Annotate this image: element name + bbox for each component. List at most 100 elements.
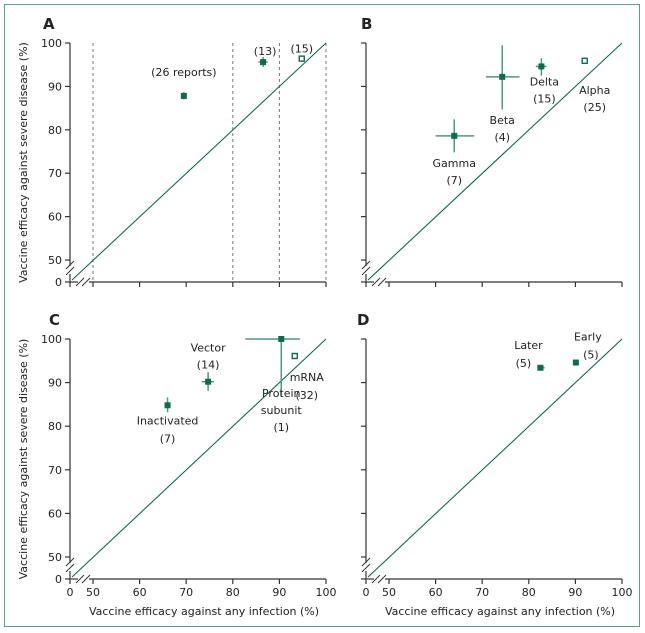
data-point: Early (5) [572, 331, 602, 366]
x-tick-label: 60 [133, 586, 147, 599]
y-tick-label: 0 [55, 276, 62, 289]
point-label: Vector [191, 342, 227, 355]
y-tick-label: 70 [48, 167, 62, 180]
y-tick-label: 70 [48, 464, 62, 477]
point-label: Beta [490, 114, 515, 127]
y-tick-label: 50 [48, 551, 62, 564]
panel-label: D [357, 311, 369, 329]
point-count: (15) [533, 92, 556, 105]
identity-line [71, 42, 327, 281]
x-tick-label: 60 [429, 586, 443, 599]
data-point: Later (5) [514, 339, 545, 371]
panel-b: B Gamma (7) Beta (4) Delta (15) Alpha (25) [361, 15, 623, 287]
marker-open [298, 55, 305, 62]
data-point: (13) [254, 45, 277, 67]
point-count: (1) [273, 421, 289, 434]
panel-label: C [49, 311, 60, 329]
x-axis-title: Vaccine efficacy against any infection (… [385, 605, 615, 618]
data-point: Inactivated (7) [137, 397, 199, 445]
y-axis-title: Vaccine efficacy against severe disease … [17, 42, 30, 283]
point-label: Early [574, 331, 602, 344]
data-point: (15) [290, 43, 313, 62]
y-tick-label: 80 [48, 124, 62, 137]
marker-filled [538, 63, 545, 70]
x-axis-break-mark [75, 574, 85, 584]
x-tick-label: 80 [226, 586, 240, 599]
x-axis-break-mark [81, 277, 91, 287]
point-count: (25) [583, 101, 606, 114]
point-label: (26 reports) [151, 66, 216, 79]
point-label: Later [514, 339, 543, 352]
x-tick-label: 0 [363, 586, 370, 599]
y-axis-break-mark [361, 557, 371, 567]
data-point: Alpha (25) [579, 57, 610, 114]
x-tick-label: 70 [475, 586, 489, 599]
point-count: (5) [516, 357, 532, 370]
y-tick-label: 60 [48, 507, 62, 520]
data-point: Delta (15) [530, 58, 559, 105]
panel-c: C 0 50 60 70 80 90 100 0 50 60 70 80 90 100 Vaccine eff… [17, 311, 337, 618]
y-tick-label: 0 [55, 573, 62, 586]
point-label: (15) [290, 43, 313, 56]
marker-filled [537, 364, 544, 371]
x-tick-label: 0 [67, 586, 74, 599]
point-count: (32) [295, 389, 318, 402]
y-axis-break-mark [361, 563, 371, 573]
point-label: (13) [254, 45, 277, 58]
marker-open [291, 352, 298, 360]
y-axis-break-mark [65, 563, 75, 573]
identity-line [367, 42, 623, 281]
point-count: (4) [494, 131, 510, 144]
figure-frame: A 0 50 60 70 80 90 100 Vaccine efficacy against … [4, 4, 640, 627]
x-tick-label: 100 [612, 586, 633, 599]
y-axis-break-mark [65, 557, 75, 567]
data-point: Gamma (7) [433, 119, 476, 187]
marker-filled [499, 73, 506, 80]
marker-open [581, 57, 588, 64]
y-axis-break-mark [65, 260, 75, 270]
y-tick-label: 50 [48, 254, 62, 267]
point-label: Alpha [579, 84, 610, 97]
marker-filled [205, 378, 212, 385]
y-tick-label: 80 [48, 420, 62, 433]
panel-label: A [43, 15, 55, 33]
x-tick-label: 80 [522, 586, 536, 599]
point-label: Delta [530, 75, 559, 88]
y-tick-label: 90 [48, 377, 62, 390]
point-label: subunit [261, 404, 303, 417]
identity-line [71, 338, 327, 578]
x-tick-label: 50 [86, 586, 100, 599]
x-tick-label: 100 [316, 586, 337, 599]
x-axis-title: Vaccine efficacy against any infection (… [89, 605, 319, 618]
y-tick-label: 100 [41, 37, 62, 50]
x-axis-break-mark [377, 574, 387, 584]
x-axis-break-mark [371, 277, 381, 287]
x-tick-label: 50 [382, 586, 396, 599]
y-tick-label: 90 [48, 80, 62, 93]
data-point: mRNA (32) [290, 352, 325, 402]
x-axis-break-mark [81, 574, 91, 584]
x-axis-break-mark [75, 277, 85, 287]
point-label: Inactivated [137, 414, 199, 427]
point-count: (14) [197, 359, 220, 372]
x-axis-break-mark [371, 574, 381, 584]
y-axis-break-mark [65, 266, 75, 276]
marker-filled [164, 402, 171, 409]
point-label: mRNA [290, 371, 325, 384]
point-label: Gamma [433, 157, 476, 170]
point-label: Protein [262, 387, 301, 400]
data-point: Vector (14) [191, 342, 227, 391]
y-axis-break-mark [361, 260, 371, 270]
y-axis-title: Vaccine efficacy against severe disease … [17, 339, 30, 580]
panel-label: B [361, 15, 372, 33]
marker-filled [260, 59, 267, 66]
y-tick-label: 60 [48, 211, 62, 224]
y-tick-label: 100 [41, 333, 62, 346]
x-tick-label: 70 [179, 586, 193, 599]
identity-line [367, 338, 623, 578]
figure-canvas: A 0 50 60 70 80 90 100 Vaccine efficacy against … [17, 15, 633, 618]
x-tick-label: 90 [568, 586, 582, 599]
data-point: Beta (4) [485, 45, 520, 144]
y-axis-break-mark [361, 266, 371, 276]
data-point: Protein subunit (1) [245, 336, 302, 434]
